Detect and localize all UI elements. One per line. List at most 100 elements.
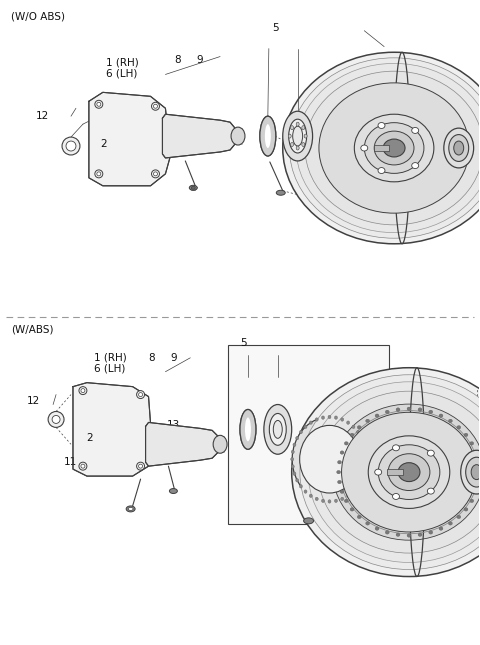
Bar [228,345,389,524]
Ellipse shape [305,71,480,225]
Ellipse shape [388,453,430,490]
Text: 3: 3 [405,477,411,486]
Ellipse shape [357,426,361,429]
Ellipse shape [363,472,366,475]
Ellipse shape [427,450,434,456]
Ellipse shape [300,426,360,493]
Ellipse shape [265,124,271,148]
Ellipse shape [293,472,296,475]
Ellipse shape [366,419,370,422]
Ellipse shape [429,531,433,534]
Text: 4: 4 [440,115,446,126]
Ellipse shape [289,58,480,238]
Ellipse shape [304,425,307,428]
Ellipse shape [273,421,282,439]
Ellipse shape [315,497,318,501]
Ellipse shape [302,126,305,130]
Ellipse shape [354,114,434,182]
Ellipse shape [154,172,157,176]
Ellipse shape [296,63,480,233]
Text: 11: 11 [64,457,77,467]
Text: 6 (LH): 6 (LH) [107,68,138,79]
Text: 10: 10 [343,101,356,111]
Ellipse shape [457,426,461,429]
Text: (W/O ABS): (W/O ABS) [12,12,65,22]
Ellipse shape [477,461,480,464]
Ellipse shape [357,484,360,488]
Ellipse shape [137,391,144,399]
Ellipse shape [340,490,344,493]
Ellipse shape [309,421,312,424]
Ellipse shape [81,389,85,393]
Ellipse shape [79,386,87,395]
Ellipse shape [300,430,302,433]
Ellipse shape [169,488,178,493]
Text: 9: 9 [196,55,203,64]
Ellipse shape [347,494,349,497]
Ellipse shape [337,481,341,484]
Ellipse shape [378,445,440,499]
Ellipse shape [48,412,64,428]
Ellipse shape [357,430,360,433]
Ellipse shape [340,451,344,454]
Ellipse shape [342,412,477,532]
Ellipse shape [363,443,366,446]
Bar [387,469,403,475]
Ellipse shape [396,408,400,412]
Ellipse shape [418,533,422,537]
Ellipse shape [457,515,461,519]
Ellipse shape [398,462,420,482]
Ellipse shape [293,126,302,146]
Ellipse shape [304,490,307,493]
Text: 5: 5 [273,23,279,32]
Ellipse shape [291,465,294,468]
Ellipse shape [427,488,434,494]
Ellipse shape [97,103,101,106]
Ellipse shape [375,414,379,417]
Ellipse shape [477,481,480,484]
Ellipse shape [328,500,331,503]
Ellipse shape [361,145,368,151]
Ellipse shape [288,119,307,153]
Ellipse shape [52,415,60,423]
Ellipse shape [364,123,424,174]
Ellipse shape [474,490,478,493]
Ellipse shape [152,103,159,110]
Ellipse shape [375,527,379,530]
Ellipse shape [357,515,361,519]
Ellipse shape [231,127,245,145]
Ellipse shape [448,419,452,422]
Ellipse shape [470,442,474,445]
Ellipse shape [293,443,296,446]
Ellipse shape [291,450,294,453]
Ellipse shape [319,83,469,213]
Text: 8: 8 [148,353,155,362]
Ellipse shape [449,135,468,161]
Text: 12: 12 [27,396,40,406]
Ellipse shape [245,417,251,441]
Ellipse shape [302,143,305,146]
Ellipse shape [304,518,313,524]
Ellipse shape [444,128,474,168]
Ellipse shape [296,122,299,126]
Ellipse shape [283,111,312,161]
Ellipse shape [352,425,355,428]
Ellipse shape [296,479,299,482]
Ellipse shape [412,163,419,168]
Ellipse shape [461,450,480,494]
Ellipse shape [322,499,324,502]
Ellipse shape [139,393,143,397]
Ellipse shape [292,368,480,577]
Ellipse shape [352,490,355,493]
Text: 13: 13 [170,137,184,146]
Ellipse shape [360,479,363,482]
Ellipse shape [439,414,443,417]
Ellipse shape [283,52,480,244]
Ellipse shape [439,527,443,530]
Ellipse shape [454,141,464,155]
Ellipse shape [368,436,450,508]
Ellipse shape [412,128,419,134]
Ellipse shape [292,417,367,501]
Polygon shape [162,114,238,158]
Text: 5: 5 [240,338,247,348]
